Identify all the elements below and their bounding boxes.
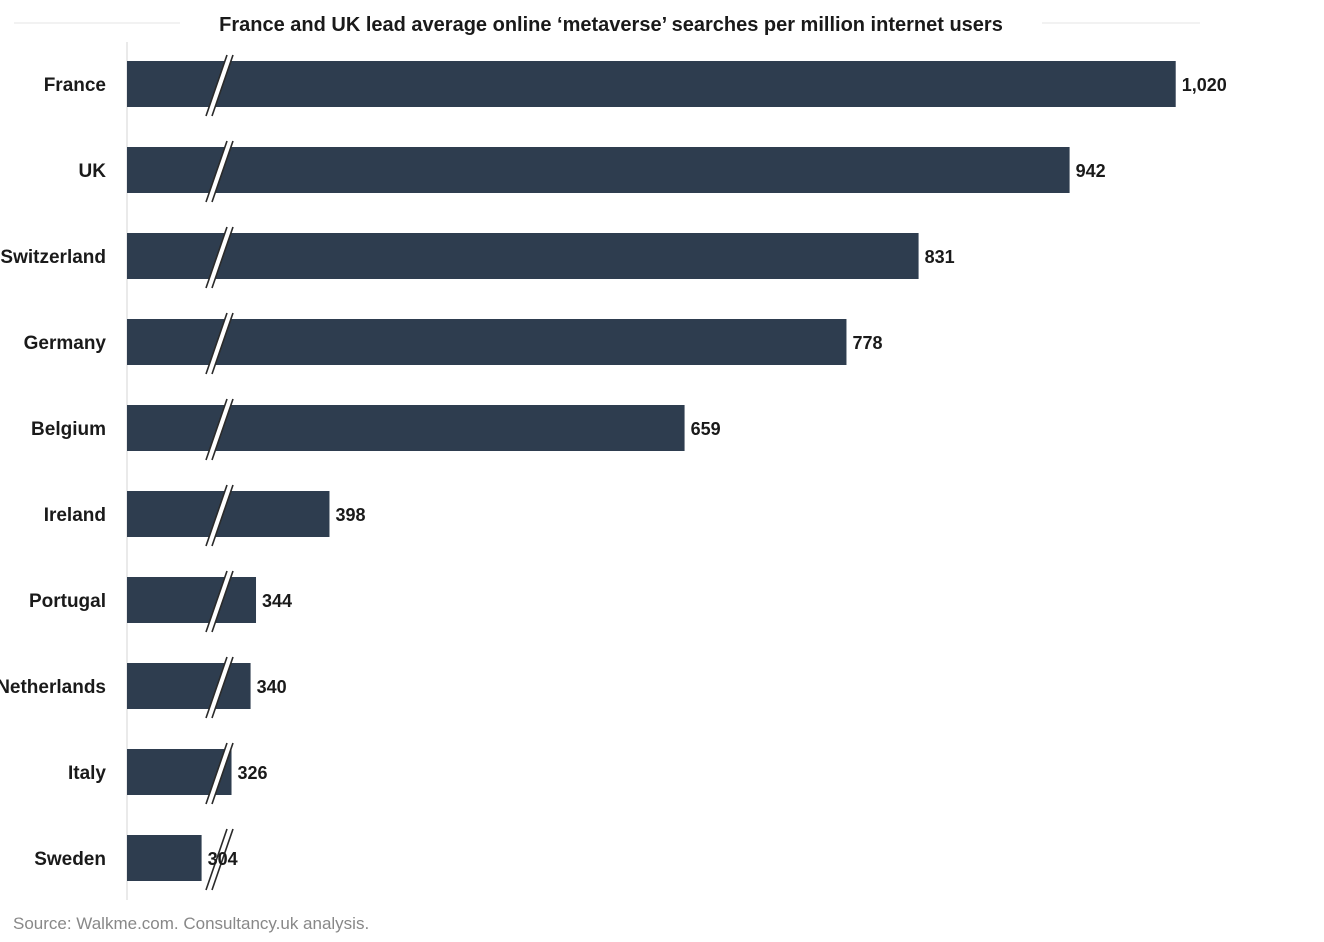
- bar-germany: [127, 319, 847, 365]
- axis-break-germany: [206, 313, 233, 374]
- category-label-sweden: Sweden: [34, 849, 106, 870]
- value-label-germany: 778: [852, 333, 882, 353]
- axis-break-belgium: [206, 399, 233, 460]
- axis-break-line-ireland-1: [205, 484, 228, 547]
- axis-break-line-uk-2: [211, 140, 234, 203]
- value-label-switzerland: 831: [925, 247, 955, 267]
- value-label-uk: 942: [1076, 161, 1106, 181]
- axis-break-line-germany-1: [205, 312, 228, 375]
- bar-switzerland: [127, 233, 919, 279]
- axis-break-line-italy-2: [211, 742, 234, 805]
- axis-break-line-uk-1: [205, 140, 228, 203]
- axis-break-line-netherlands-2: [211, 656, 234, 719]
- bar-portugal: [127, 577, 257, 623]
- labels-group: France 1,020 UK 942 Switzerland 831 Germany 778…: [0, 75, 1227, 870]
- bars-group: [127, 61, 1176, 881]
- chart-title: France and UK lead average online ‘metav…: [219, 14, 1003, 36]
- category-label-germany: Germany: [24, 333, 107, 354]
- value-label-belgium: 659: [691, 419, 721, 439]
- value-label-ireland: 398: [335, 505, 365, 525]
- bar-france: [127, 61, 1176, 107]
- value-label-portugal: 344: [262, 591, 292, 611]
- category-label-netherlands: Netherlands: [0, 677, 106, 698]
- value-label-sweden: 304: [208, 849, 238, 869]
- value-label-france: 1,020: [1182, 75, 1227, 95]
- bar-uk: [127, 147, 1070, 193]
- category-label-ireland: Ireland: [44, 505, 106, 526]
- axis-break-portugal: [206, 571, 233, 632]
- axis-break-line-germany-2: [211, 312, 234, 375]
- axis-break-france: [206, 55, 233, 116]
- source-note: Source: Walkme.com. Consultancy.uk analy…: [13, 914, 369, 933]
- axis-break-line-sweden-1: [205, 828, 228, 891]
- bar-sweden: [127, 835, 202, 881]
- axis-break-line-belgium-2: [211, 398, 234, 461]
- category-label-belgium: Belgium: [31, 419, 106, 440]
- category-label-france: France: [44, 75, 106, 96]
- axis-break-italy: [206, 743, 233, 804]
- axis-break-switzerland: [206, 227, 233, 288]
- axis-break-line-netherlands-1: [205, 656, 228, 719]
- value-label-netherlands: 340: [257, 677, 287, 697]
- axis-break-marks: [205, 54, 234, 891]
- axis-break-line-france-2: [211, 54, 234, 117]
- axis-break-sweden: [206, 829, 233, 890]
- category-label-uk: UK: [79, 161, 107, 182]
- axis-break-uk: [206, 141, 233, 202]
- category-label-portugal: Portugal: [29, 591, 106, 612]
- axis-break-netherlands: [206, 657, 233, 718]
- axis-break-line-switzerland-2: [211, 226, 234, 289]
- axis-break-line-italy-1: [205, 742, 228, 805]
- axis-break-line-portugal-2: [211, 570, 234, 633]
- axis-break-line-portugal-1: [205, 570, 228, 633]
- axis-break-line-switzerland-1: [205, 226, 228, 289]
- axis-break-ireland: [206, 485, 233, 546]
- value-label-italy: 326: [238, 763, 268, 783]
- axis-break-line-belgium-1: [205, 398, 228, 461]
- axis-break-line-france-1: [205, 54, 228, 117]
- axis-break-line-ireland-2: [211, 484, 234, 547]
- axis-break-line-sweden-2: [211, 828, 234, 891]
- bar-netherlands: [127, 663, 251, 709]
- category-label-italy: Italy: [68, 763, 106, 784]
- category-label-switzerland: Switzerland: [0, 247, 106, 268]
